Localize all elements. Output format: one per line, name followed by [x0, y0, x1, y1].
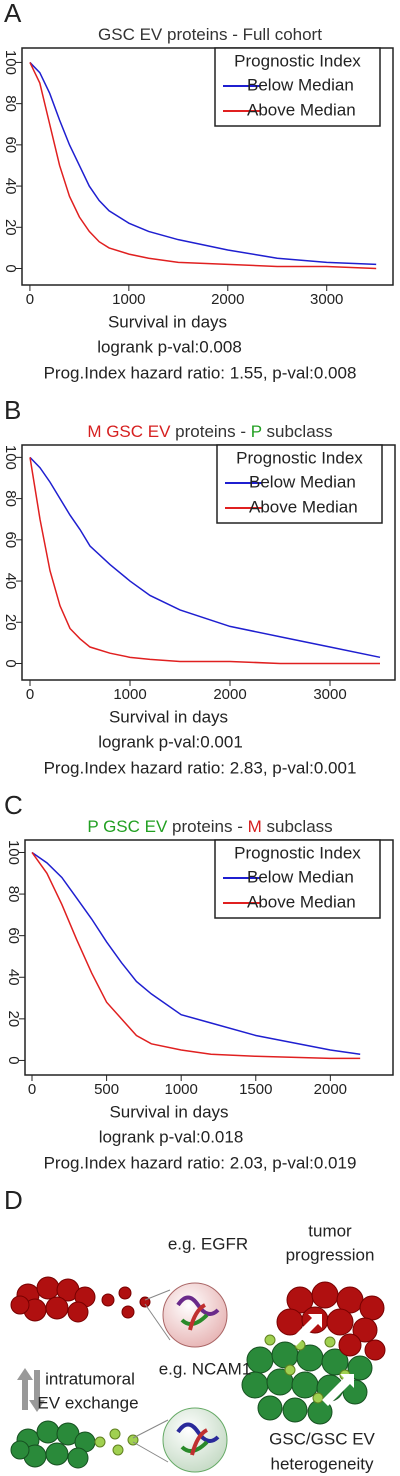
y-tick-label: 100: [2, 50, 19, 75]
diagram-text: e.g. EGFR: [168, 1234, 248, 1253]
y-tick-label: 40: [2, 178, 19, 195]
panel-label: B: [4, 395, 21, 425]
y-tick-label: 40: [2, 573, 19, 590]
y-tick-label: 80: [2, 95, 19, 112]
annotation: logrank p-val:0.001: [98, 732, 243, 751]
x-tick-label: 0: [26, 291, 34, 308]
y-tick-label: 20: [2, 219, 19, 236]
annotation: Prog.Index hazard ratio: 2.03, p-val:0.0…: [44, 1153, 357, 1172]
title-part: M GSC EV: [87, 422, 171, 441]
x-tick-label: 0: [28, 1081, 36, 1098]
survival-curve: [29, 61, 377, 266]
y-tick-label: 40: [5, 969, 22, 986]
chart-title: M GSC EV proteins - P subclass: [87, 422, 332, 441]
diagram-text: GSC/GSC EV: [269, 1429, 375, 1448]
title-part: M: [248, 817, 262, 836]
legend-title: Prognostic Index: [236, 448, 363, 467]
diagram-text: e.g. NCAM1: [159, 1359, 252, 1378]
x-axis-label: Survival in days: [109, 707, 228, 726]
panel-label: C: [4, 790, 23, 820]
x-tick-label: 1000: [113, 686, 146, 703]
title-part: P: [251, 422, 262, 441]
diagram-text: heterogeneity: [270, 1454, 374, 1473]
title-part: subclass: [262, 817, 333, 836]
y-tick-label: 20: [2, 614, 19, 631]
legend-label: Below Median: [247, 867, 354, 886]
zoom-lines: [132, 1289, 171, 1463]
diagram: D: [4, 1185, 386, 1473]
panel-label: D: [4, 1185, 23, 1215]
y-tick-label: 60: [5, 927, 22, 944]
annotation: logrank p-val:0.008: [97, 337, 242, 356]
title-part: proteins -: [167, 817, 247, 836]
plot-frame: [24, 839, 394, 1076]
plot-frame: [21, 444, 396, 681]
plot-frame: [21, 47, 394, 286]
survival-curve: [29, 456, 381, 659]
chart-title: P GSC EV proteins - M subclass: [87, 817, 332, 836]
title-part: GSC EV proteins - Full cohort: [98, 25, 322, 44]
x-tick-label: 0: [26, 686, 34, 703]
y-tick-label: 20: [5, 1011, 22, 1028]
y-tick-label: 0: [5, 1056, 22, 1064]
title-part: P GSC EV: [87, 817, 168, 836]
x-axis-label: Survival in days: [108, 312, 227, 331]
x-axis-label: Survival in days: [109, 1102, 228, 1121]
annotation: logrank p-val:0.018: [99, 1127, 244, 1146]
x-tick-label: 1000: [164, 1081, 197, 1098]
y-tick-label: 0: [2, 264, 19, 272]
y-tick-label: 60: [2, 137, 19, 154]
ev-proteins: [176, 1422, 220, 1456]
diagram-text: EV exchange: [37, 1393, 138, 1412]
x-tick-label: 2000: [314, 1081, 347, 1098]
legend-label: Above Median: [247, 100, 356, 119]
x-tick-label: 500: [94, 1081, 119, 1098]
annotation: Prog.Index hazard ratio: 1.55, p-val:0.0…: [44, 363, 357, 382]
survival-curve: [29, 457, 380, 665]
red-cluster: [10, 1276, 151, 1323]
legend-title: Prognostic Index: [234, 843, 361, 862]
title-part: proteins -: [170, 422, 250, 441]
panel-label: A: [4, 0, 22, 28]
green-cluster: [10, 1420, 96, 1469]
legend-label: Below Median: [247, 75, 354, 94]
diagram-text: tumor: [308, 1221, 352, 1240]
legend-label: Above Median: [247, 892, 356, 911]
survival-curve: [29, 62, 377, 270]
y-tick-label: 80: [2, 490, 19, 507]
annotation: Prog.Index hazard ratio: 2.83, p-val:0.0…: [44, 758, 357, 777]
x-tick-label: 1000: [112, 291, 145, 308]
green-vesicles: [94, 1428, 139, 1456]
legend-label: Above Median: [249, 497, 358, 516]
legend-label: Below Median: [249, 472, 356, 491]
y-tick-label: 80: [5, 886, 22, 903]
y-tick-label: 60: [2, 531, 19, 548]
x-tick-label: 2000: [213, 686, 246, 703]
x-tick-label: 3000: [313, 686, 346, 703]
survival-curve: [31, 851, 361, 1055]
ev-proteins: [176, 1295, 220, 1331]
x-tick-label: 2000: [211, 291, 244, 308]
diagram-text: progression: [286, 1245, 375, 1264]
chart-title: GSC EV proteins - Full cohort: [98, 25, 322, 44]
diagram-text: intratumoral: [45, 1369, 135, 1388]
x-tick-label: 3000: [310, 291, 343, 308]
x-tick-label: 1500: [239, 1081, 272, 1098]
legend-title: Prognostic Index: [234, 51, 361, 70]
survival-curve: [31, 852, 361, 1060]
exchange-arrows: [17, 1368, 45, 1412]
tumor-mass: [241, 1281, 386, 1425]
title-part: subclass: [262, 422, 333, 441]
ev-zoom: [162, 1407, 228, 1473]
y-tick-label: 0: [2, 659, 19, 667]
y-tick-label: 100: [2, 445, 19, 470]
y-tick-label: 100: [5, 840, 22, 865]
